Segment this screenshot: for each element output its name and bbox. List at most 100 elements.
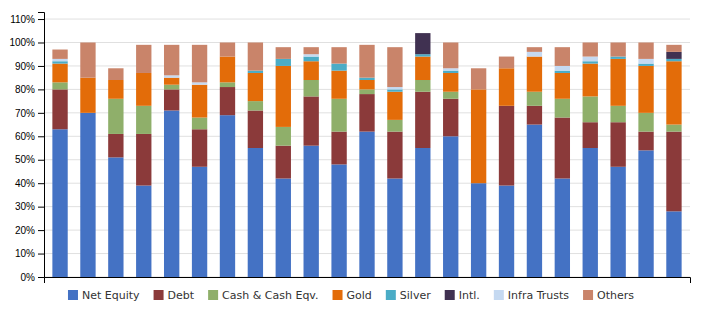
tick-mark [38, 113, 44, 114]
bar-segment [443, 99, 458, 137]
tick: 70% [15, 108, 44, 119]
legend-label: Net Equity [82, 289, 140, 302]
bar-segment [108, 157, 123, 277]
bar-segment [415, 92, 430, 148]
bar-segment [499, 106, 514, 186]
grid-line [44, 19, 690, 20]
bar-segment [248, 73, 263, 101]
bar-segment [527, 125, 542, 277]
bar-segment [164, 78, 179, 85]
bar-segment [52, 61, 67, 63]
bar-segment [443, 68, 458, 70]
bar-segment [610, 57, 625, 59]
bar-segment [415, 57, 430, 80]
bar-segment [471, 68, 486, 89]
bar-segment [248, 42, 263, 70]
bar-segment [415, 148, 430, 277]
bar-segment [583, 57, 598, 62]
bar-segment [276, 146, 291, 179]
bar-segment [220, 57, 235, 83]
legend-item: Others [583, 289, 634, 302]
bar-segment [164, 89, 179, 110]
bar-segment [583, 42, 598, 56]
legend-item: Intl. [445, 289, 480, 302]
tick-mark [38, 19, 44, 20]
bar-segment [192, 129, 207, 167]
bar-segment [638, 59, 653, 64]
grid [44, 19, 690, 277]
legend-label: Infra Trusts [508, 289, 569, 302]
legend-label: Silver [400, 289, 431, 302]
bar-segment [136, 134, 151, 186]
series [52, 110, 681, 277]
tick-label: 90% [15, 61, 35, 72]
bar-segment [164, 85, 179, 90]
bar-segment [666, 125, 681, 132]
bar-segment [304, 146, 319, 277]
bar-segment [387, 87, 402, 89]
tick: 30% [15, 201, 44, 212]
bar-segment [583, 96, 598, 122]
bar-segment [415, 33, 430, 34]
bar-segment [276, 179, 291, 277]
tick-label: 60% [15, 131, 35, 142]
legend: Net EquityDebtCash & Cash Eqv.GoldSilver… [68, 289, 634, 302]
tick-label: 100% [9, 37, 35, 48]
bar-segment [248, 101, 263, 110]
tick: 80% [15, 84, 44, 95]
bar-segment [610, 106, 625, 122]
tick-mark [38, 66, 44, 67]
bar-segment [638, 64, 653, 66]
bar-segment [499, 186, 514, 277]
bar-segment [108, 134, 123, 157]
bar-segment [443, 73, 458, 92]
bar-segment [164, 110, 179, 277]
tick-label: 80% [15, 84, 35, 95]
series [52, 42, 681, 89]
tick-mark [38, 160, 44, 161]
axis-line [38, 13, 45, 278]
bar-segment [52, 89, 67, 129]
bar-segment [415, 33, 430, 34]
bar-segment [164, 75, 179, 77]
legend-swatch [68, 290, 78, 300]
bar-segment [610, 59, 625, 106]
tick-mark [38, 136, 44, 137]
bar-segment [136, 186, 151, 277]
bar-segment [387, 120, 402, 132]
bar-segment [248, 148, 263, 277]
bar-segment [638, 66, 653, 113]
legend-label: Intl. [459, 289, 480, 302]
tick: 0% [21, 272, 44, 283]
tick: 20% [15, 225, 44, 236]
bar-segment [276, 59, 291, 66]
bar-segment [527, 106, 542, 125]
bar-segment [192, 45, 207, 83]
tick-label: 10% [15, 248, 35, 259]
tick-mark [38, 89, 44, 90]
bar-segment [52, 64, 67, 83]
bar-segment [331, 164, 346, 277]
bar-segment [443, 136, 458, 277]
bar-segment [527, 52, 542, 57]
tick-mark [38, 207, 44, 208]
bar-segment [555, 179, 570, 277]
bar-segment [666, 211, 681, 277]
bar-segment [666, 61, 681, 124]
tick: 10% [15, 248, 44, 259]
bar-segment [304, 61, 319, 80]
bar-segment [583, 64, 598, 97]
bar-segment [638, 132, 653, 151]
legend-item: Silver [386, 289, 431, 302]
bar-segment [527, 47, 542, 52]
bar-segment [471, 183, 486, 277]
tick-label: 20% [15, 225, 35, 236]
bar-segment [304, 57, 319, 62]
bar-segment [359, 78, 374, 80]
bar-segment [331, 64, 346, 71]
bar-segment [220, 82, 235, 87]
legend-item: Infra Trusts [494, 289, 569, 302]
bar-segment [387, 47, 402, 87]
legend-label: Cash & Cash Eqv. [222, 289, 318, 302]
bar-segment [108, 99, 123, 134]
